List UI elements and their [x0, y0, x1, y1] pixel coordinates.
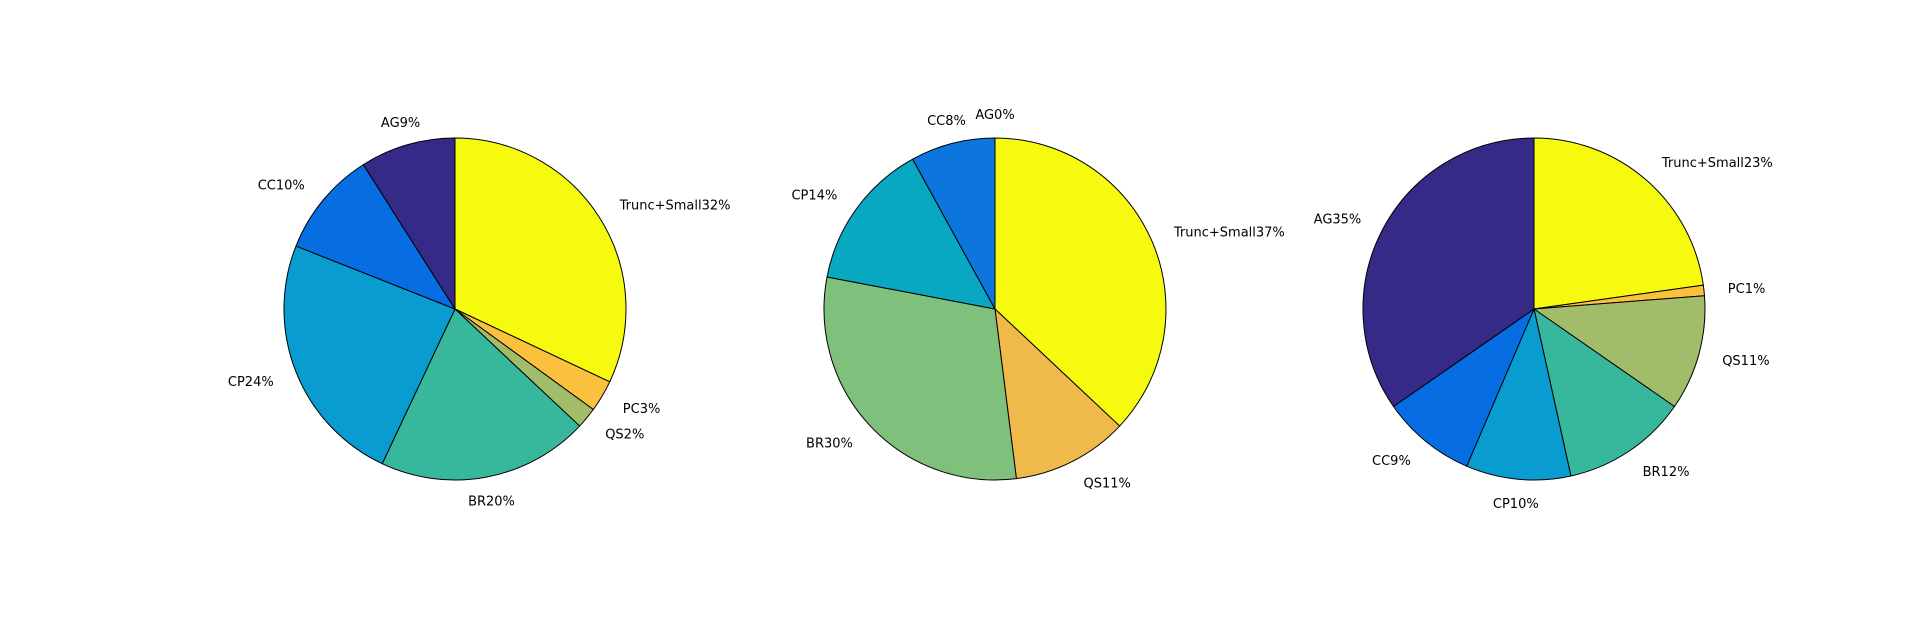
pie-chart-1: Trunc+Small32% PC3% QS2% BR20% CP24% CC10% AG9… — [228, 116, 731, 510]
pie-slice-label: CP14% — [791, 188, 837, 203]
pie-slice-label: QS11% — [1722, 354, 1769, 369]
pie-slice-label: Trunc+Small37% — [1173, 226, 1285, 241]
pie-slice — [1362, 137, 1535, 407]
pie-slice — [826, 158, 996, 310]
pie-slice — [295, 164, 456, 310]
pie-chart-3: Trunc+Small23% PC1% QS11% BR12% CP10% CC9% AG3… — [1314, 137, 1773, 512]
pie-slice — [994, 308, 1121, 480]
pie-slice — [1533, 295, 1706, 407]
pie-slice — [994, 137, 1167, 427]
pie-slice-label: AG9% — [381, 116, 420, 131]
pie-slice-label: CC10% — [258, 179, 305, 194]
pie-slice-label: PC3% — [623, 402, 661, 417]
pie-slice-label: AG35% — [1314, 213, 1362, 228]
pie-slice — [823, 276, 1017, 481]
pie-slice-label: BR30% — [806, 436, 853, 451]
pie-slice — [381, 308, 581, 481]
pie-slice — [1533, 308, 1675, 477]
pie-chart-2: Trunc+Small37% QS11% BR30% CP14% CC8% AG0% — [791, 108, 1284, 492]
pie-slice-label: CP10% — [1493, 497, 1539, 512]
pie-slice — [1533, 137, 1704, 310]
pie-slice-label: BR20% — [468, 495, 515, 510]
pie-slice — [1393, 308, 1535, 467]
pie-slice-label: BR12% — [1643, 465, 1690, 480]
pie-slice-label: QS2% — [605, 427, 644, 442]
pie-slice-label: Trunc+Small32% — [619, 199, 731, 214]
pie-slice-label: AG0% — [975, 108, 1014, 123]
pie-slice-label: PC1% — [1728, 282, 1766, 297]
pie-slice-label: CP24% — [228, 375, 274, 390]
pie-slice — [283, 245, 456, 465]
pie-slice-label: CC9% — [1372, 454, 1411, 469]
pie-slice — [362, 137, 456, 310]
pie-slice — [454, 137, 627, 383]
pie-slice-label: CC8% — [927, 114, 966, 129]
pie-slice-label: Trunc+Small23% — [1661, 156, 1773, 171]
pie-slice-label: QS11% — [1084, 477, 1131, 492]
pie-slice — [1466, 308, 1572, 481]
